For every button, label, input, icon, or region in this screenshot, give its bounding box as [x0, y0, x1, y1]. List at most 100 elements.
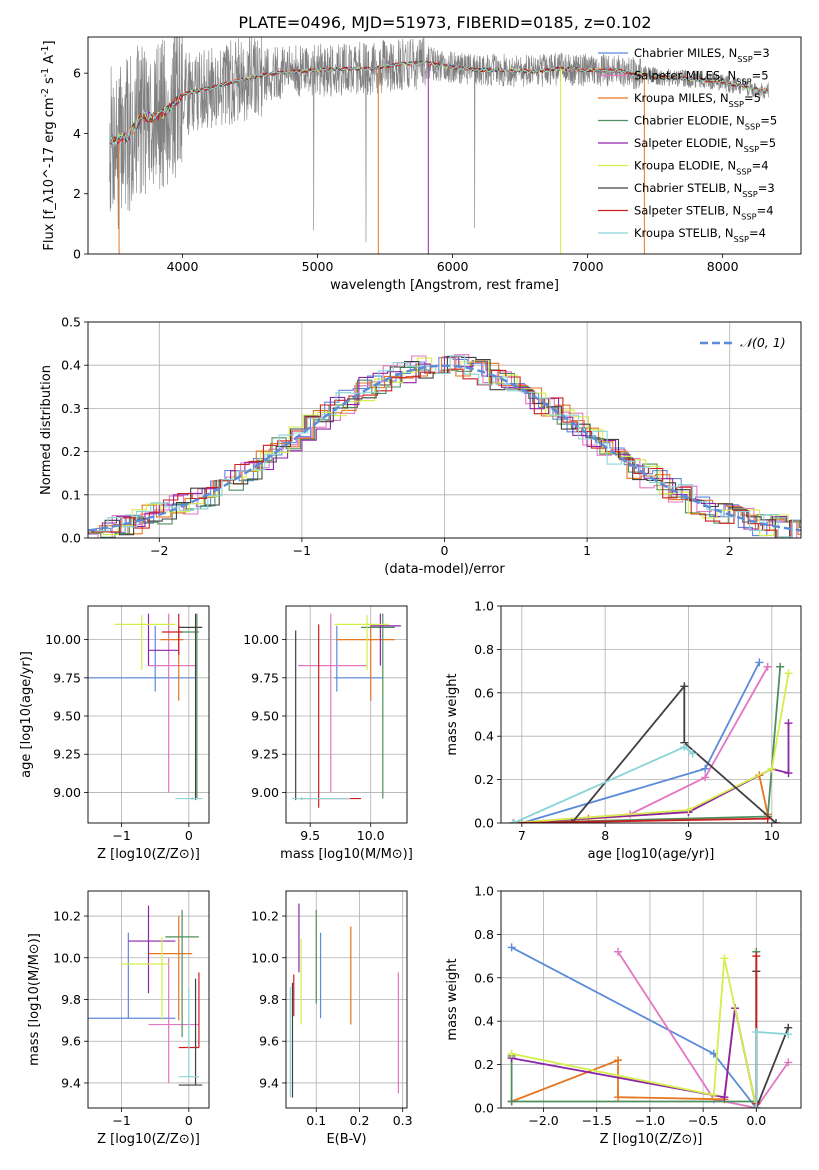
- grid: [286, 606, 407, 823]
- legend-label: Salpeter ELODIE, NSSP=5: [634, 136, 776, 154]
- y-tick-label: 9.6: [259, 1034, 279, 1049]
- x-tick-label: −1.5: [582, 1113, 612, 1128]
- series-kroupa_stelib: [509, 743, 697, 823]
- plot-area: [289, 903, 399, 1098]
- y-tick-label: 2: [73, 186, 81, 201]
- y-axis-label: Normed distribution: [39, 365, 54, 495]
- panel-mass_vs_Z: −1 0 9.4 9.6 9.8 10.0 10.2 Z [log10(Z/Z⊙)] mass …: [27, 890, 210, 1147]
- x-tick-label: 0.0: [746, 1113, 766, 1128]
- series-point: [680, 682, 689, 691]
- plot-area: [292, 613, 401, 808]
- series-salpeter_elodie: [509, 719, 793, 823]
- normal-reference-curve: [88, 364, 801, 532]
- plot-area: [88, 613, 203, 801]
- legend-label: Chabrier ELODIE, NSSP=5: [634, 114, 777, 132]
- errorbar-chabrier_miles: [88, 932, 176, 1019]
- errorbar-chabrier_miles: [88, 625, 196, 692]
- legend-label: Salpeter MILES, NSSP=5: [634, 69, 769, 87]
- plot-area: [109, 37, 769, 254]
- series-point: [784, 1030, 793, 1039]
- x-tick-label: −1: [293, 543, 311, 558]
- series-chabrier_elodie: [509, 662, 785, 823]
- residual-histogram-chabrier_elodie: [88, 360, 801, 538]
- model-spectrum-kroupa_stelib: [109, 60, 768, 146]
- series-point: [614, 1093, 623, 1102]
- x-tick-label: 0: [441, 543, 449, 558]
- series-chabrier_miles: [517, 658, 764, 823]
- errorbar-chabrier_stelib: [178, 613, 203, 801]
- series-line: [513, 666, 769, 823]
- errorbar-salpeter_elodie: [370, 613, 401, 666]
- y-tick-label: 0.0: [61, 531, 81, 546]
- y-axis-label: mass [log10(M/M⊙)]: [27, 933, 42, 1066]
- y-tick-label: 9.25: [53, 747, 81, 762]
- series-chabrier_miles: [507, 943, 761, 1108]
- series-point: [507, 1097, 516, 1106]
- x-axis-label: (data-model)/error: [384, 562, 505, 577]
- legend: 𝒩(0, 1): [700, 335, 786, 350]
- x-tick-label: 0: [185, 828, 193, 843]
- legend-label: Kroupa ELODIE, NSSP=4: [634, 159, 769, 177]
- series-point: [720, 1093, 729, 1102]
- series-point: [517, 819, 526, 823]
- legend-label: Kroupa STELIB, NSSP=4: [634, 226, 766, 244]
- plot-area: [509, 658, 793, 823]
- y-tick-label: 1.0: [474, 884, 494, 899]
- x-tick-label: 0.2: [350, 1113, 370, 1128]
- series-point: [763, 662, 772, 671]
- x-tick-label: −2.0: [528, 1113, 558, 1128]
- series-point: [680, 743, 689, 752]
- y-tick-label: 0.4: [474, 729, 494, 744]
- y-tick-label: 9.8: [259, 992, 279, 1007]
- axes-frame: [285, 890, 408, 1109]
- series-point: [720, 954, 729, 963]
- series-kroupa_stelib: [752, 1028, 793, 1108]
- series-chabrier_stelib: [752, 967, 793, 1108]
- x-axis-label: Z [log10(Z/Z⊙)]: [600, 1132, 703, 1147]
- y-tick-label: 0.0: [474, 1101, 494, 1116]
- y-axis-label: mass weight: [445, 673, 460, 755]
- errorbar-salpeter_miles: [148, 957, 199, 1083]
- series-point: [684, 805, 693, 814]
- legend-label: Chabrier MILES, NSSP=3: [634, 46, 770, 64]
- legend-label: Kroupa MILES, NSSP=5: [634, 91, 761, 109]
- series-line: [755, 971, 790, 1108]
- series-point: [772, 819, 780, 823]
- y-tick-label: 10.00: [243, 632, 279, 647]
- errorbar-kroupa_stelib: [175, 797, 203, 801]
- x-tick-label: −1.0: [635, 1113, 665, 1128]
- x-tick-label: 0.1: [306, 1113, 326, 1128]
- residual-histogram-kroupa_stelib: [93, 355, 801, 538]
- series-salpeter_miles: [509, 662, 772, 823]
- series-point: [614, 947, 623, 956]
- y-tick-label: 0.8: [474, 927, 494, 942]
- series-point: [776, 662, 785, 671]
- y-tick-label: 10.0: [251, 950, 279, 965]
- series-line: [511, 958, 758, 1108]
- plot-area: [507, 943, 793, 1108]
- errorbar-chabrier_miles: [334, 625, 383, 692]
- x-tick-label: 2: [726, 543, 734, 558]
- x-tick-label: 7000: [572, 259, 604, 274]
- y-tick-label: 0.6: [474, 685, 494, 700]
- y-tick-label: 0.4: [61, 358, 81, 373]
- panel-spectrum: 4000 5000 6000 7000 8000 0 2 4 6 wavelength [Angs…: [40, 36, 802, 293]
- axes-frame: [500, 890, 802, 1109]
- series-point: [752, 1028, 761, 1037]
- x-axis-label: Z [log10(Z/Z⊙)]: [97, 1132, 200, 1147]
- series-point: [701, 764, 710, 773]
- errorbar-kroupa_stelib: [178, 989, 199, 1078]
- x-tick-label: 1: [583, 543, 591, 558]
- errorbar-kroupa_stelib: [292, 797, 351, 801]
- errorbar-kroupa_miles: [336, 624, 395, 701]
- errorbar-kroupa_miles: [148, 916, 193, 1021]
- y-tick-label: 10.2: [53, 909, 81, 924]
- x-tick-label: 0: [185, 1113, 193, 1128]
- series-point: [784, 1058, 793, 1067]
- errorbar-salpeter_miles: [148, 613, 198, 793]
- errorbar-chabrier_elodie: [361, 613, 395, 799]
- series-point: [752, 1104, 761, 1108]
- y-tick-label: 0.2: [474, 1057, 494, 1072]
- y-axis-label: mass weight: [445, 958, 460, 1040]
